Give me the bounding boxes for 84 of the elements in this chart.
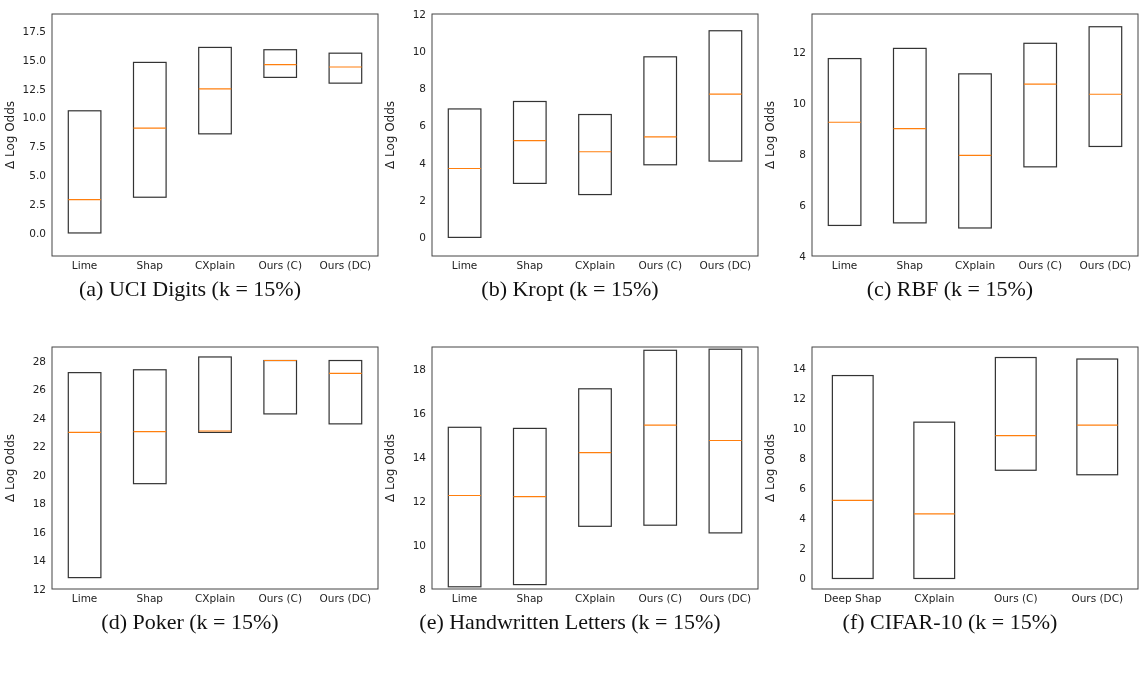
x-tick-label: Shap <box>136 259 164 271</box>
y-tick-label: 18 <box>32 497 46 510</box>
text: (a) UCI Digits (k = 15%) <box>78 275 302 303</box>
y-tick-label: 6 <box>419 119 427 132</box>
y-tick-label: 0 <box>419 231 426 244</box>
text: (e) Handwritten Letters (k = 15%) <box>418 608 722 636</box>
x-tick-label: Lime <box>451 259 478 271</box>
x-tick-label: Lime <box>831 259 858 271</box>
x-tick-label: Lime <box>451 592 478 604</box>
y-tick-label: 16 <box>32 525 47 538</box>
text: (b) Kropt (k = 15%) <box>480 275 660 303</box>
x-tick-label: Shap <box>516 592 544 604</box>
y-tick-label: 14 <box>32 554 47 567</box>
text: (d) Poker (k = 15%) <box>100 608 280 636</box>
y-tick-label: 12 <box>412 7 426 20</box>
y-axis-title: Δ Log Odds <box>383 100 397 170</box>
y-tick-label: 8 <box>799 147 806 160</box>
y-tick-label: 4 <box>799 249 807 262</box>
y-tick-label: 10 <box>412 538 426 551</box>
y-tick-label: 18 <box>412 362 426 375</box>
x-tick-label: Ours (C) <box>993 592 1038 604</box>
y-tick-label: 17.5 <box>22 24 46 37</box>
y-tick-label: 4 <box>799 512 807 525</box>
x-tick-label: Ours (DC) <box>699 592 752 604</box>
y-tick-label: 10 <box>792 421 806 434</box>
y-tick-label: 10 <box>412 44 426 57</box>
y-axis-title: Δ Log Odds <box>763 433 777 503</box>
y-tick-label: 20 <box>32 468 46 481</box>
x-tick-label: Ours (DC) <box>1079 259 1132 271</box>
x-tick-label: CXplain <box>914 592 955 604</box>
y-tick-label: 8 <box>799 451 806 464</box>
y-axis-title: Δ Log Odds <box>383 433 397 503</box>
y-tick-label: 15.0 <box>22 53 46 66</box>
y-tick-label: 12 <box>792 391 806 404</box>
x-tick-label: CXplain <box>954 259 996 271</box>
y-tick-label: 4 <box>419 156 427 169</box>
y-tick-label: 6 <box>799 198 807 211</box>
y-tick-label: 24 <box>32 411 47 424</box>
x-tick-label: Ours (DC) <box>319 592 372 604</box>
x-tick-label: Shap <box>136 592 164 604</box>
y-tick-label: 7.5 <box>29 140 46 153</box>
y-tick-label: 14 <box>792 361 807 374</box>
y-tick-label: 2.5 <box>29 197 46 210</box>
y-tick-label: 5.0 <box>29 169 46 182</box>
y-tick-label: 14 <box>412 450 427 463</box>
y-tick-label: 28 <box>32 354 46 367</box>
y-tick-label: 10 <box>792 96 806 109</box>
x-tick-label: CXplain <box>574 259 616 271</box>
x-tick-label: Ours (DC) <box>319 259 372 271</box>
x-tick-label: Lime <box>71 592 98 604</box>
x-tick-label: CXplain <box>194 592 236 604</box>
y-tick-label: 12.5 <box>22 82 46 95</box>
x-tick-label: Shap <box>516 259 544 271</box>
text: (f) CIFAR-10 (k = 15%) <box>841 608 1059 636</box>
x-tick-label: Deep Shap <box>824 592 882 604</box>
y-tick-label: 10.0 <box>22 111 46 124</box>
x-tick-label: Ours (C) <box>258 259 302 271</box>
y-tick-label: 8 <box>419 82 426 95</box>
x-tick-label: Ours (DC) <box>699 259 752 271</box>
y-tick-label: 12 <box>412 494 426 507</box>
y-tick-label: 8 <box>419 582 426 595</box>
x-tick-label: Shap <box>896 259 924 271</box>
x-tick-label: Ours (C) <box>258 592 302 604</box>
x-tick-label: CXplain <box>574 592 616 604</box>
y-tick-label: 2 <box>799 542 806 555</box>
y-tick-label: 2 <box>419 193 426 206</box>
x-tick-label: Ours (C) <box>1018 259 1062 271</box>
x-tick-label: Ours (DC) <box>1071 592 1124 604</box>
y-tick-label: 26 <box>32 383 47 396</box>
y-tick-label: 16 <box>412 406 427 419</box>
y-axis-title: Δ Log Odds <box>3 100 17 170</box>
y-tick-label: 22 <box>32 440 46 453</box>
y-axis-title: Δ Log Odds <box>3 433 17 503</box>
y-tick-label: 12 <box>792 45 806 58</box>
x-tick-label: Ours (C) <box>638 592 682 604</box>
text: (c) RBF (k = 15%) <box>865 275 1035 303</box>
y-tick-label: 12 <box>32 582 46 595</box>
y-tick-label: 6 <box>799 481 807 494</box>
x-tick-label: Ours (C) <box>638 259 682 271</box>
y-tick-label: 0.0 <box>29 226 46 239</box>
y-tick-label: 0 <box>799 572 806 585</box>
x-tick-label: Lime <box>71 259 98 271</box>
x-tick-label: CXplain <box>194 259 236 271</box>
y-axis-title: Δ Log Odds <box>763 100 777 170</box>
